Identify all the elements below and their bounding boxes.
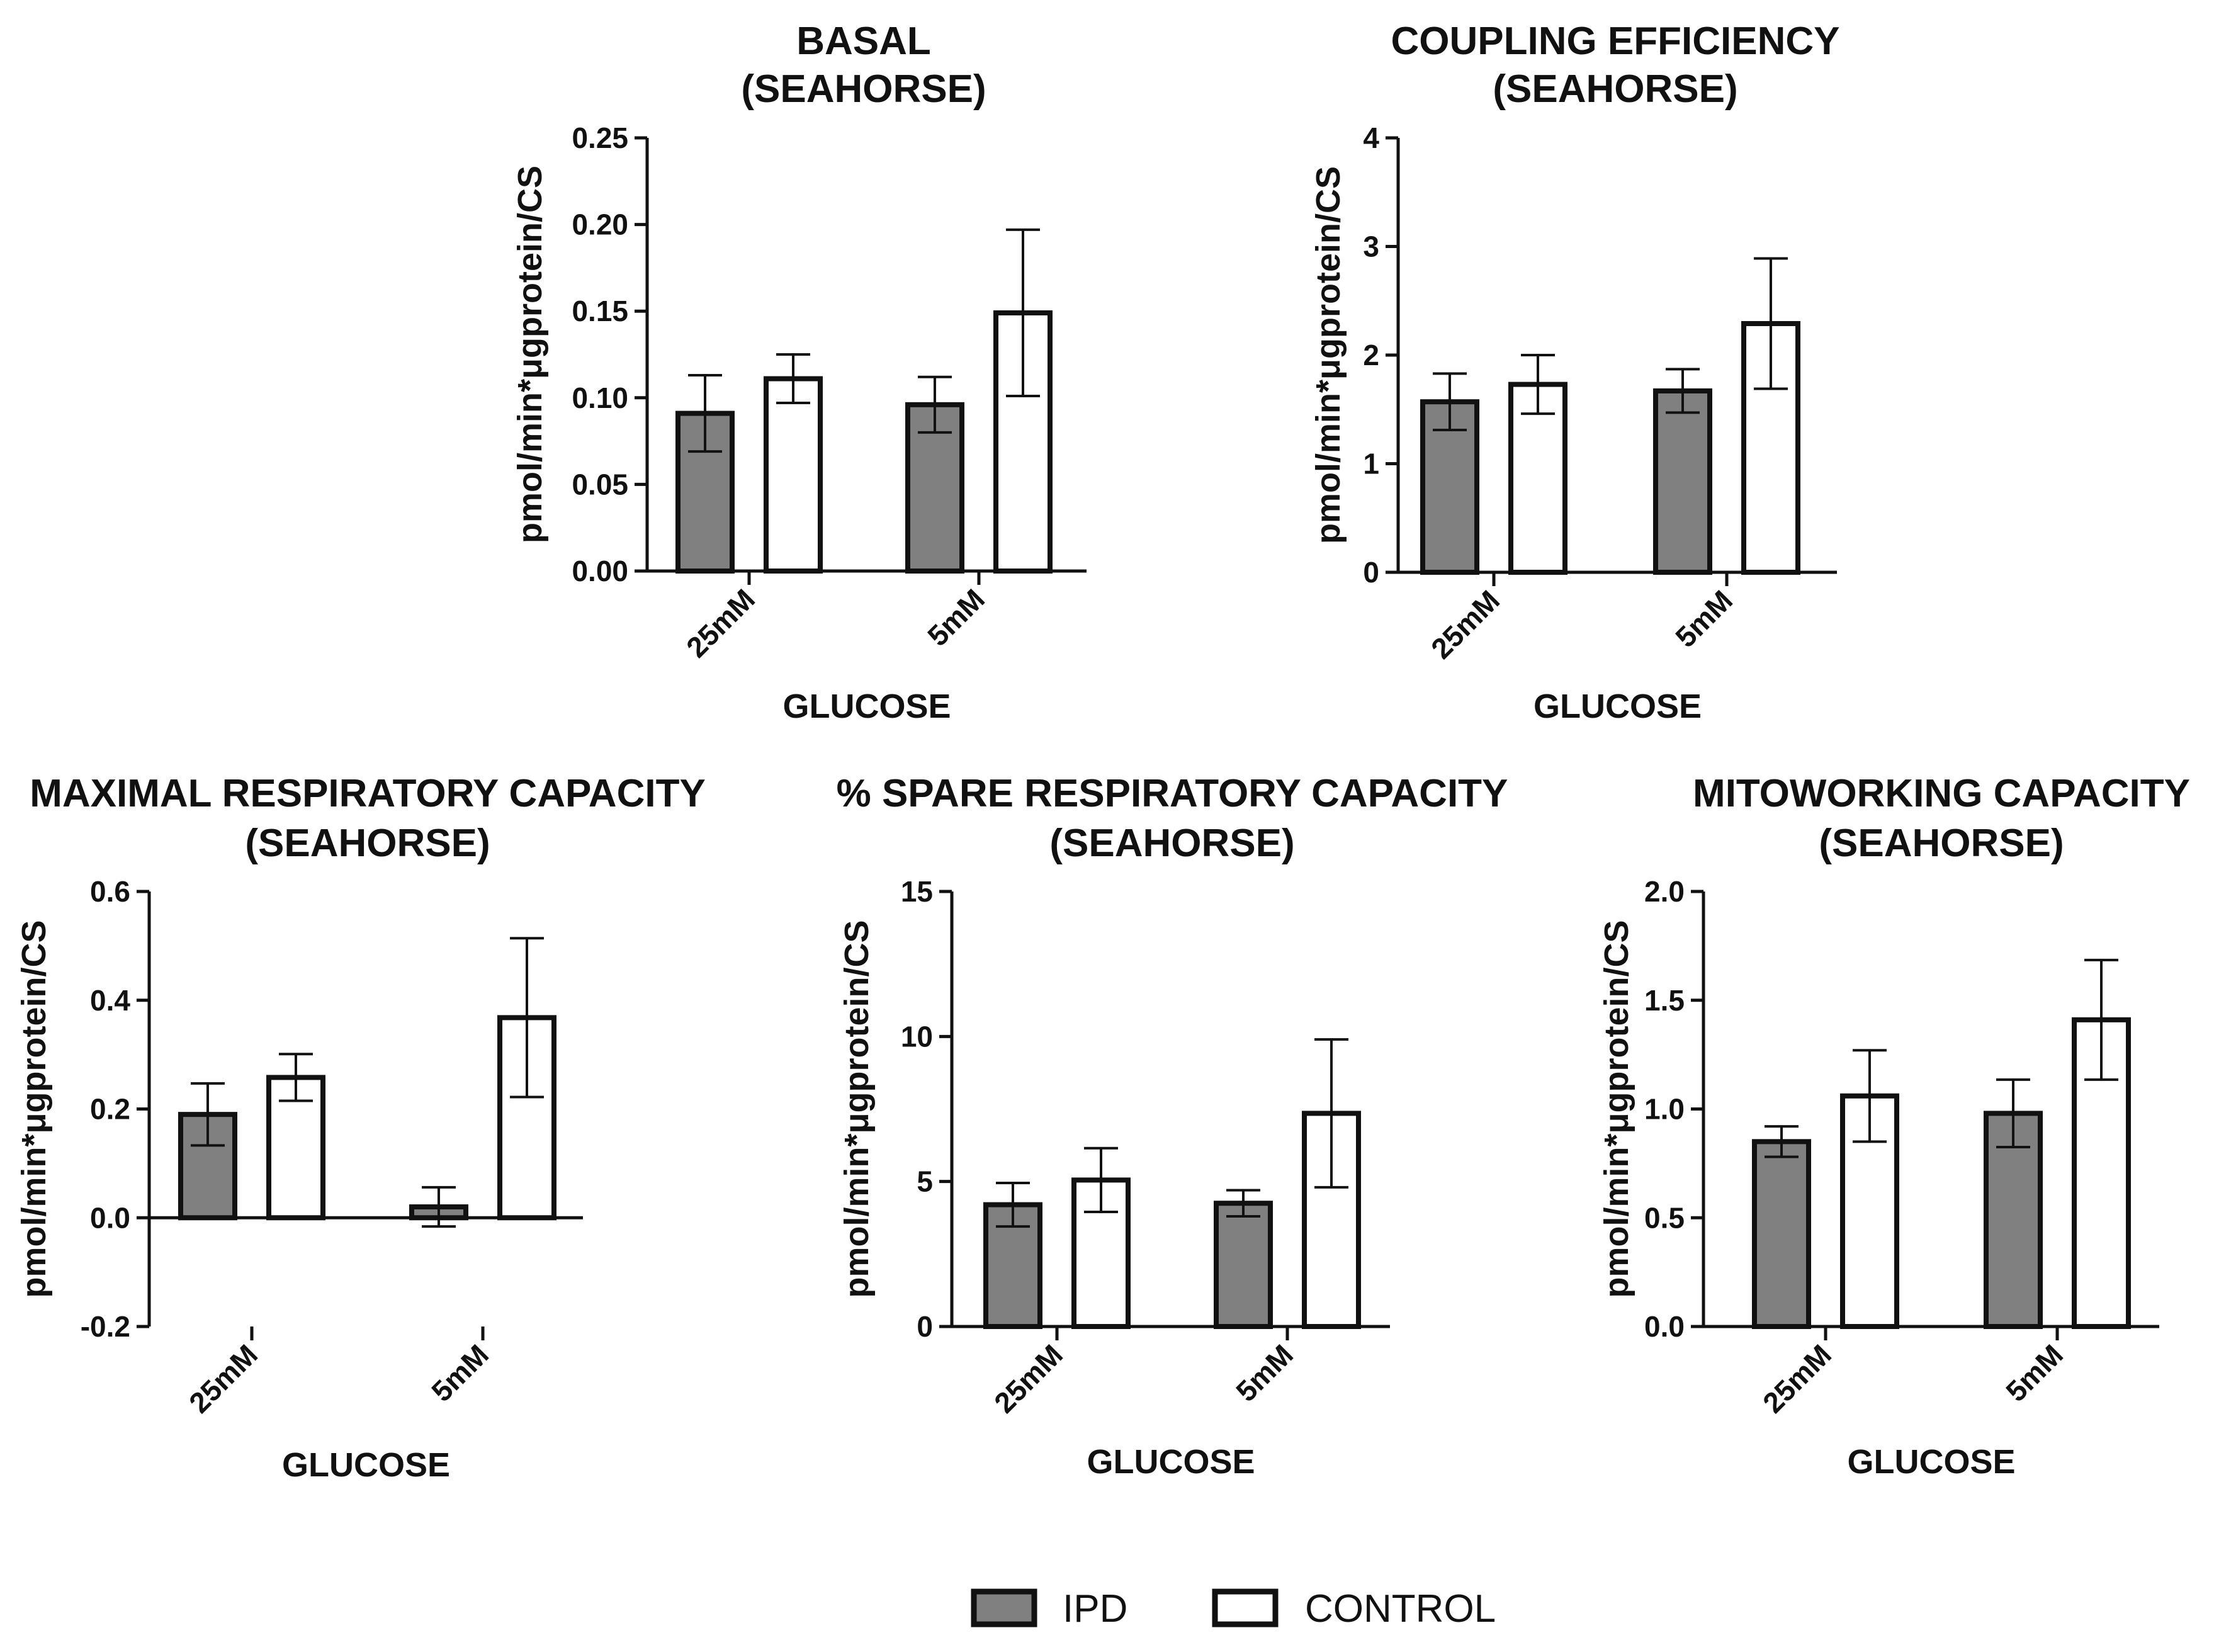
y-axis-label: pmol/min*μgprotein/CS [1598, 920, 1635, 1298]
chart-4: MITOWORKING CAPACITY (SEAHORSE) 0.0 0.5 1.0 1… [1598, 772, 2190, 1481]
bar-control [764, 376, 823, 574]
x-tick-label: 25mM [1756, 1338, 1838, 1419]
y-tick-label: 0 [917, 1310, 933, 1343]
y-axis-label: pmol/min*μgprotein/CS [838, 920, 876, 1298]
chart-1: COUPLING EFFICIENCY(SEAHORSE) 0 1 2 3 4 pmol/m… [1309, 20, 1840, 725]
y-tick-label: 0.25 [572, 122, 628, 154]
x-axis-label: GLUCOSE [1847, 1443, 2015, 1481]
y-tick-label: 0.05 [572, 468, 628, 501]
chart-title-line: MITOWORKING CAPACITY [1693, 772, 2190, 815]
y-tick-label: 0.0 [90, 1201, 130, 1234]
bar-ipd [1984, 1111, 2043, 1330]
legend: IPD CONTROL [971, 1587, 1496, 1631]
x-tick-label: 5mM [1229, 1338, 1299, 1408]
bar-control [497, 1015, 556, 1221]
y-tick-label: 4 [1363, 122, 1379, 154]
y-tick-label: 0.0 [1644, 1310, 1685, 1343]
legend-label-ipd: IPD [1063, 1587, 1127, 1631]
chart-title-line: COUPLING EFFICIENCY [1391, 20, 1839, 63]
y-tick-label: 5 [917, 1165, 933, 1198]
y-tick-label: 1.5 [1644, 984, 1685, 1017]
x-tick-label: 5mM [1669, 584, 1739, 653]
y-tick-label: 0 [1363, 556, 1379, 589]
y-tick-label: 0.20 [572, 208, 628, 241]
y-tick-label: 1 [1363, 448, 1379, 480]
chart-title-line: (SEAHORSE) [1819, 822, 2064, 865]
y-tick-label: 0.10 [572, 382, 628, 414]
y-tick-label: 0.15 [572, 295, 628, 327]
y-tick-label: 0.00 [572, 555, 628, 587]
x-tick-label: 5mM [425, 1338, 495, 1408]
y-tick-label: -0.2 [81, 1310, 130, 1343]
y-tick-label: 10 [901, 1020, 933, 1053]
legend-label-control: CONTROL [1305, 1587, 1496, 1631]
chart-2: MAXIMAL RESPIRATORY CAPACITY (SEAHORSE) -0… [15, 772, 706, 1484]
y-axis-label: pmol/min*μgprotein/CS [15, 920, 53, 1298]
y-tick-label: 3 [1363, 230, 1379, 263]
legend-swatch-ipd [971, 1588, 1037, 1627]
y-axis-label: pmol/min*μgprotein/CS [1309, 166, 1347, 544]
chart-0: BASAL(SEAHORSE) 0.00 0.05 0.10 0.15 0.20 0.25 p… [511, 20, 1087, 725]
x-axis-label: GLUCOSE [1087, 1443, 1255, 1481]
x-tick-label: 5mM [921, 582, 991, 652]
chart-title-line: (SEAHORSE) [1493, 67, 1737, 111]
y-tick-label: 0.5 [1644, 1201, 1685, 1234]
y-tick-label: 2.0 [1644, 875, 1685, 908]
chart-title-line: % SPARE RESPIRATORY CAPACITY [837, 772, 1508, 815]
charts-group: BASAL(SEAHORSE)0.000.050.100.150.200.25p… [15, 20, 2190, 1484]
chart-title-line: (SEAHORSE) [1049, 822, 1294, 865]
bar-ipd [1214, 1201, 1273, 1330]
y-tick-label: 0.6 [90, 875, 130, 908]
x-tick-label: 25mM [183, 1338, 264, 1419]
chart-title-line: MAXIMAL RESPIRATORY CAPACITY [30, 772, 706, 815]
x-axis-label: GLUCOSE [1533, 687, 1702, 725]
bar-ipd [1752, 1139, 1811, 1329]
chart-3: % SPARE RESPIRATORY CAPACITY (SEAHORSE) 0 5… [837, 772, 1508, 1481]
x-axis-label: GLUCOSE [782, 687, 951, 725]
y-tick-label: 2 [1363, 339, 1379, 371]
x-tick-label: 25mM [988, 1338, 1069, 1419]
y-tick-label: 0.4 [90, 984, 130, 1017]
legend-swatch-control [1212, 1588, 1279, 1627]
y-axis-label: pmol/min*μgprotein/CS [511, 166, 549, 543]
x-tick-label: 25mM [1425, 584, 1506, 665]
bar-control [266, 1075, 325, 1221]
chart-title-line: BASAL [796, 20, 931, 63]
chart-title-line: (SEAHORSE) [741, 67, 986, 111]
y-tick-label: 15 [901, 875, 933, 908]
y-tick-label: 1.0 [1644, 1093, 1685, 1126]
y-tick-label: 0.2 [90, 1093, 130, 1126]
chart-title-line: (SEAHORSE) [245, 822, 490, 865]
x-tick-label: 25mM [680, 582, 761, 664]
bar-ipd [1653, 388, 1712, 575]
x-tick-label: 5mM [1999, 1338, 2069, 1408]
x-axis-label: GLUCOSE [282, 1446, 450, 1484]
